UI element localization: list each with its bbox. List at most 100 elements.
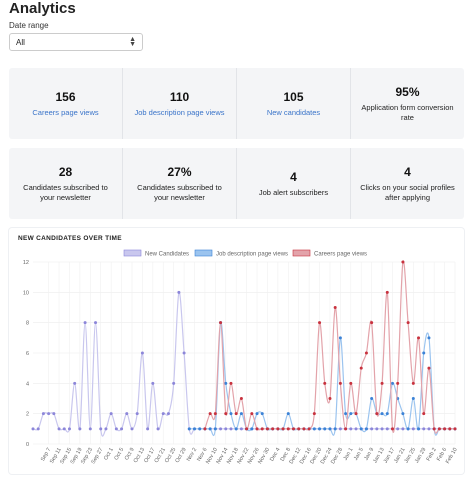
- data-point: [448, 427, 452, 431]
- stat-new-candidates: 105 New candidates: [237, 68, 351, 139]
- data-point: [193, 427, 197, 431]
- data-point: [318, 321, 322, 325]
- date-range-label: Date range: [9, 21, 49, 30]
- date-range-select[interactable]: All ▲ ▼: [9, 33, 143, 51]
- data-point: [396, 427, 400, 431]
- data-point: [229, 412, 233, 416]
- stat-link[interactable]: New candidates: [266, 107, 321, 117]
- data-point: [411, 397, 415, 400]
- data-point: [208, 412, 212, 416]
- stat-social-clicks: 4 Clicks on your social profiles after a…: [351, 148, 464, 219]
- data-point: [385, 427, 389, 431]
- stat-link[interactable]: Careers page views: [32, 107, 99, 117]
- data-point: [385, 412, 389, 416]
- data-point: [338, 427, 342, 431]
- data-point: [104, 427, 108, 431]
- data-point: [265, 427, 269, 431]
- data-point: [271, 427, 275, 431]
- data-point: [78, 427, 82, 431]
- data-point: [375, 427, 379, 431]
- y-tick-label: 4: [26, 381, 29, 387]
- data-point: [213, 412, 217, 416]
- data-point: [349, 381, 353, 385]
- data-point: [411, 381, 415, 385]
- data-point: [302, 427, 306, 431]
- stats-row-1: 156 Careers page views 110 Job descripti…: [9, 68, 464, 139]
- stat-value: 28: [58, 164, 73, 179]
- data-point: [427, 336, 431, 340]
- data-point: [47, 412, 51, 416]
- stat-job-alert-subscribers: 4 Job alert subscribers: [237, 148, 351, 219]
- data-point: [390, 381, 394, 385]
- data-point: [83, 321, 87, 325]
- data-point: [401, 427, 405, 431]
- data-point: [385, 290, 389, 294]
- data-point: [260, 427, 264, 431]
- data-point: [291, 427, 295, 431]
- data-point: [370, 397, 374, 400]
- data-point: [370, 321, 374, 325]
- data-point: [401, 412, 405, 416]
- data-point: [198, 427, 202, 431]
- data-point: [349, 427, 353, 431]
- data-point: [234, 427, 238, 431]
- data-point: [354, 427, 358, 431]
- data-point: [323, 427, 327, 431]
- data-point: [125, 412, 129, 416]
- legend-item: New Candidates: [123, 249, 189, 258]
- data-point: [406, 321, 410, 325]
- data-point: [114, 427, 118, 431]
- data-point: [172, 381, 176, 385]
- data-point: [229, 381, 233, 385]
- stat-newsletter-percent: 27% Candidates subscribed to your newsle…: [123, 148, 237, 219]
- legend-swatch: [194, 249, 213, 257]
- data-point: [260, 412, 264, 416]
- data-point: [187, 427, 191, 431]
- data-point: [250, 427, 254, 431]
- legend-swatch: [123, 249, 142, 257]
- data-point: [359, 366, 363, 370]
- data-point: [224, 381, 228, 385]
- data-point: [312, 412, 316, 416]
- data-point: [297, 427, 301, 431]
- stat-careers-page-views: 156 Careers page views: [9, 68, 123, 139]
- data-point: [229, 427, 233, 431]
- x-tick-label: Oct 1: [103, 447, 115, 461]
- legend-item: Careers page views: [292, 249, 367, 258]
- data-point: [166, 412, 170, 416]
- data-point: [333, 306, 337, 309]
- data-point: [239, 412, 243, 416]
- series-line-1: [189, 321, 455, 437]
- stat-value: 110: [169, 89, 190, 104]
- data-point: [57, 427, 61, 431]
- data-point: [406, 427, 410, 431]
- stat-label: Job alert subscribers: [258, 187, 329, 197]
- stat-job-description-page-views: 110 Job description page views: [123, 68, 237, 139]
- data-point: [443, 427, 447, 431]
- data-point: [239, 427, 243, 431]
- data-point: [276, 427, 280, 431]
- data-point: [94, 321, 98, 325]
- page-title: Analytics: [9, 0, 76, 17]
- data-point: [182, 351, 186, 355]
- data-point: [208, 427, 212, 431]
- stat-conversion-rate: 95% Application form conversion rate: [351, 68, 464, 139]
- y-tick-label: 10: [23, 290, 29, 296]
- date-range-value: All: [16, 38, 25, 47]
- data-point: [224, 427, 228, 431]
- data-point: [390, 427, 394, 431]
- legend-label: New Candidates: [145, 252, 189, 258]
- data-point: [140, 351, 144, 355]
- data-point: [73, 381, 77, 385]
- data-point: [135, 412, 139, 416]
- data-point: [338, 381, 342, 385]
- stat-link[interactable]: Job description page views: [134, 107, 225, 117]
- stat-value: 156: [55, 89, 76, 104]
- data-point: [370, 427, 374, 431]
- data-point: [328, 427, 332, 431]
- data-point: [99, 427, 103, 431]
- data-point: [255, 412, 259, 416]
- data-point: [333, 427, 337, 431]
- legend-item: Job description page views: [194, 249, 288, 258]
